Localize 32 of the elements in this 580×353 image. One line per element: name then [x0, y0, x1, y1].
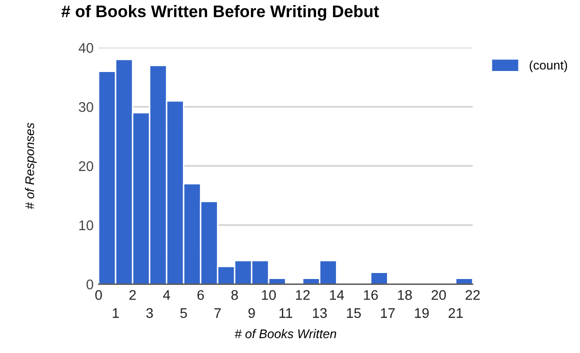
x-tick-label: 20 [432, 290, 446, 300]
x2-tick-label: 7 [214, 308, 221, 318]
x-tick-label: 2 [129, 290, 136, 300]
x2-tick-label: 3 [146, 308, 153, 318]
legend-label: (count) [530, 60, 568, 72]
y-tick-label: 10 [79, 220, 94, 230]
x-tick-label: 22 [466, 290, 480, 300]
x-tick-label: 18 [398, 290, 412, 300]
x2-tick-label: 11 [280, 308, 292, 318]
x-tick-label: 16 [364, 290, 378, 300]
x-tick-label: 8 [231, 290, 238, 300]
y-tick-label: 20 [78, 161, 94, 172]
x2-tick-label: 21 [448, 308, 463, 318]
x2-tick-label: 15 [347, 308, 361, 318]
x2-tick-label: 1 [112, 308, 119, 318]
x-tick-label: 4 [163, 290, 170, 300]
x-tick-label: 10 [262, 290, 276, 300]
y-tick-label: 40 [78, 42, 94, 53]
x2-tick-label: 17 [381, 308, 395, 318]
x-tick-label: 6 [197, 290, 204, 300]
x2-tick-label: 13 [312, 308, 327, 318]
x2-tick-label: 19 [415, 308, 429, 318]
x-axis-title: # of Books Written [234, 329, 336, 338]
x-tick-label: 12 [296, 290, 310, 300]
x2-tick-label: 5 [180, 308, 187, 318]
y-axis-title: # of Responses [24, 122, 37, 210]
chart-title: # of Books Written Before Writing Debut [61, 5, 379, 21]
y-tick-label: 0 [86, 280, 94, 290]
y-tick-label: 30 [78, 102, 94, 112]
x-tick-label: 14 [330, 290, 344, 300]
x2-tick-label: 9 [248, 308, 255, 318]
x-tick-label: 0 [95, 290, 102, 300]
